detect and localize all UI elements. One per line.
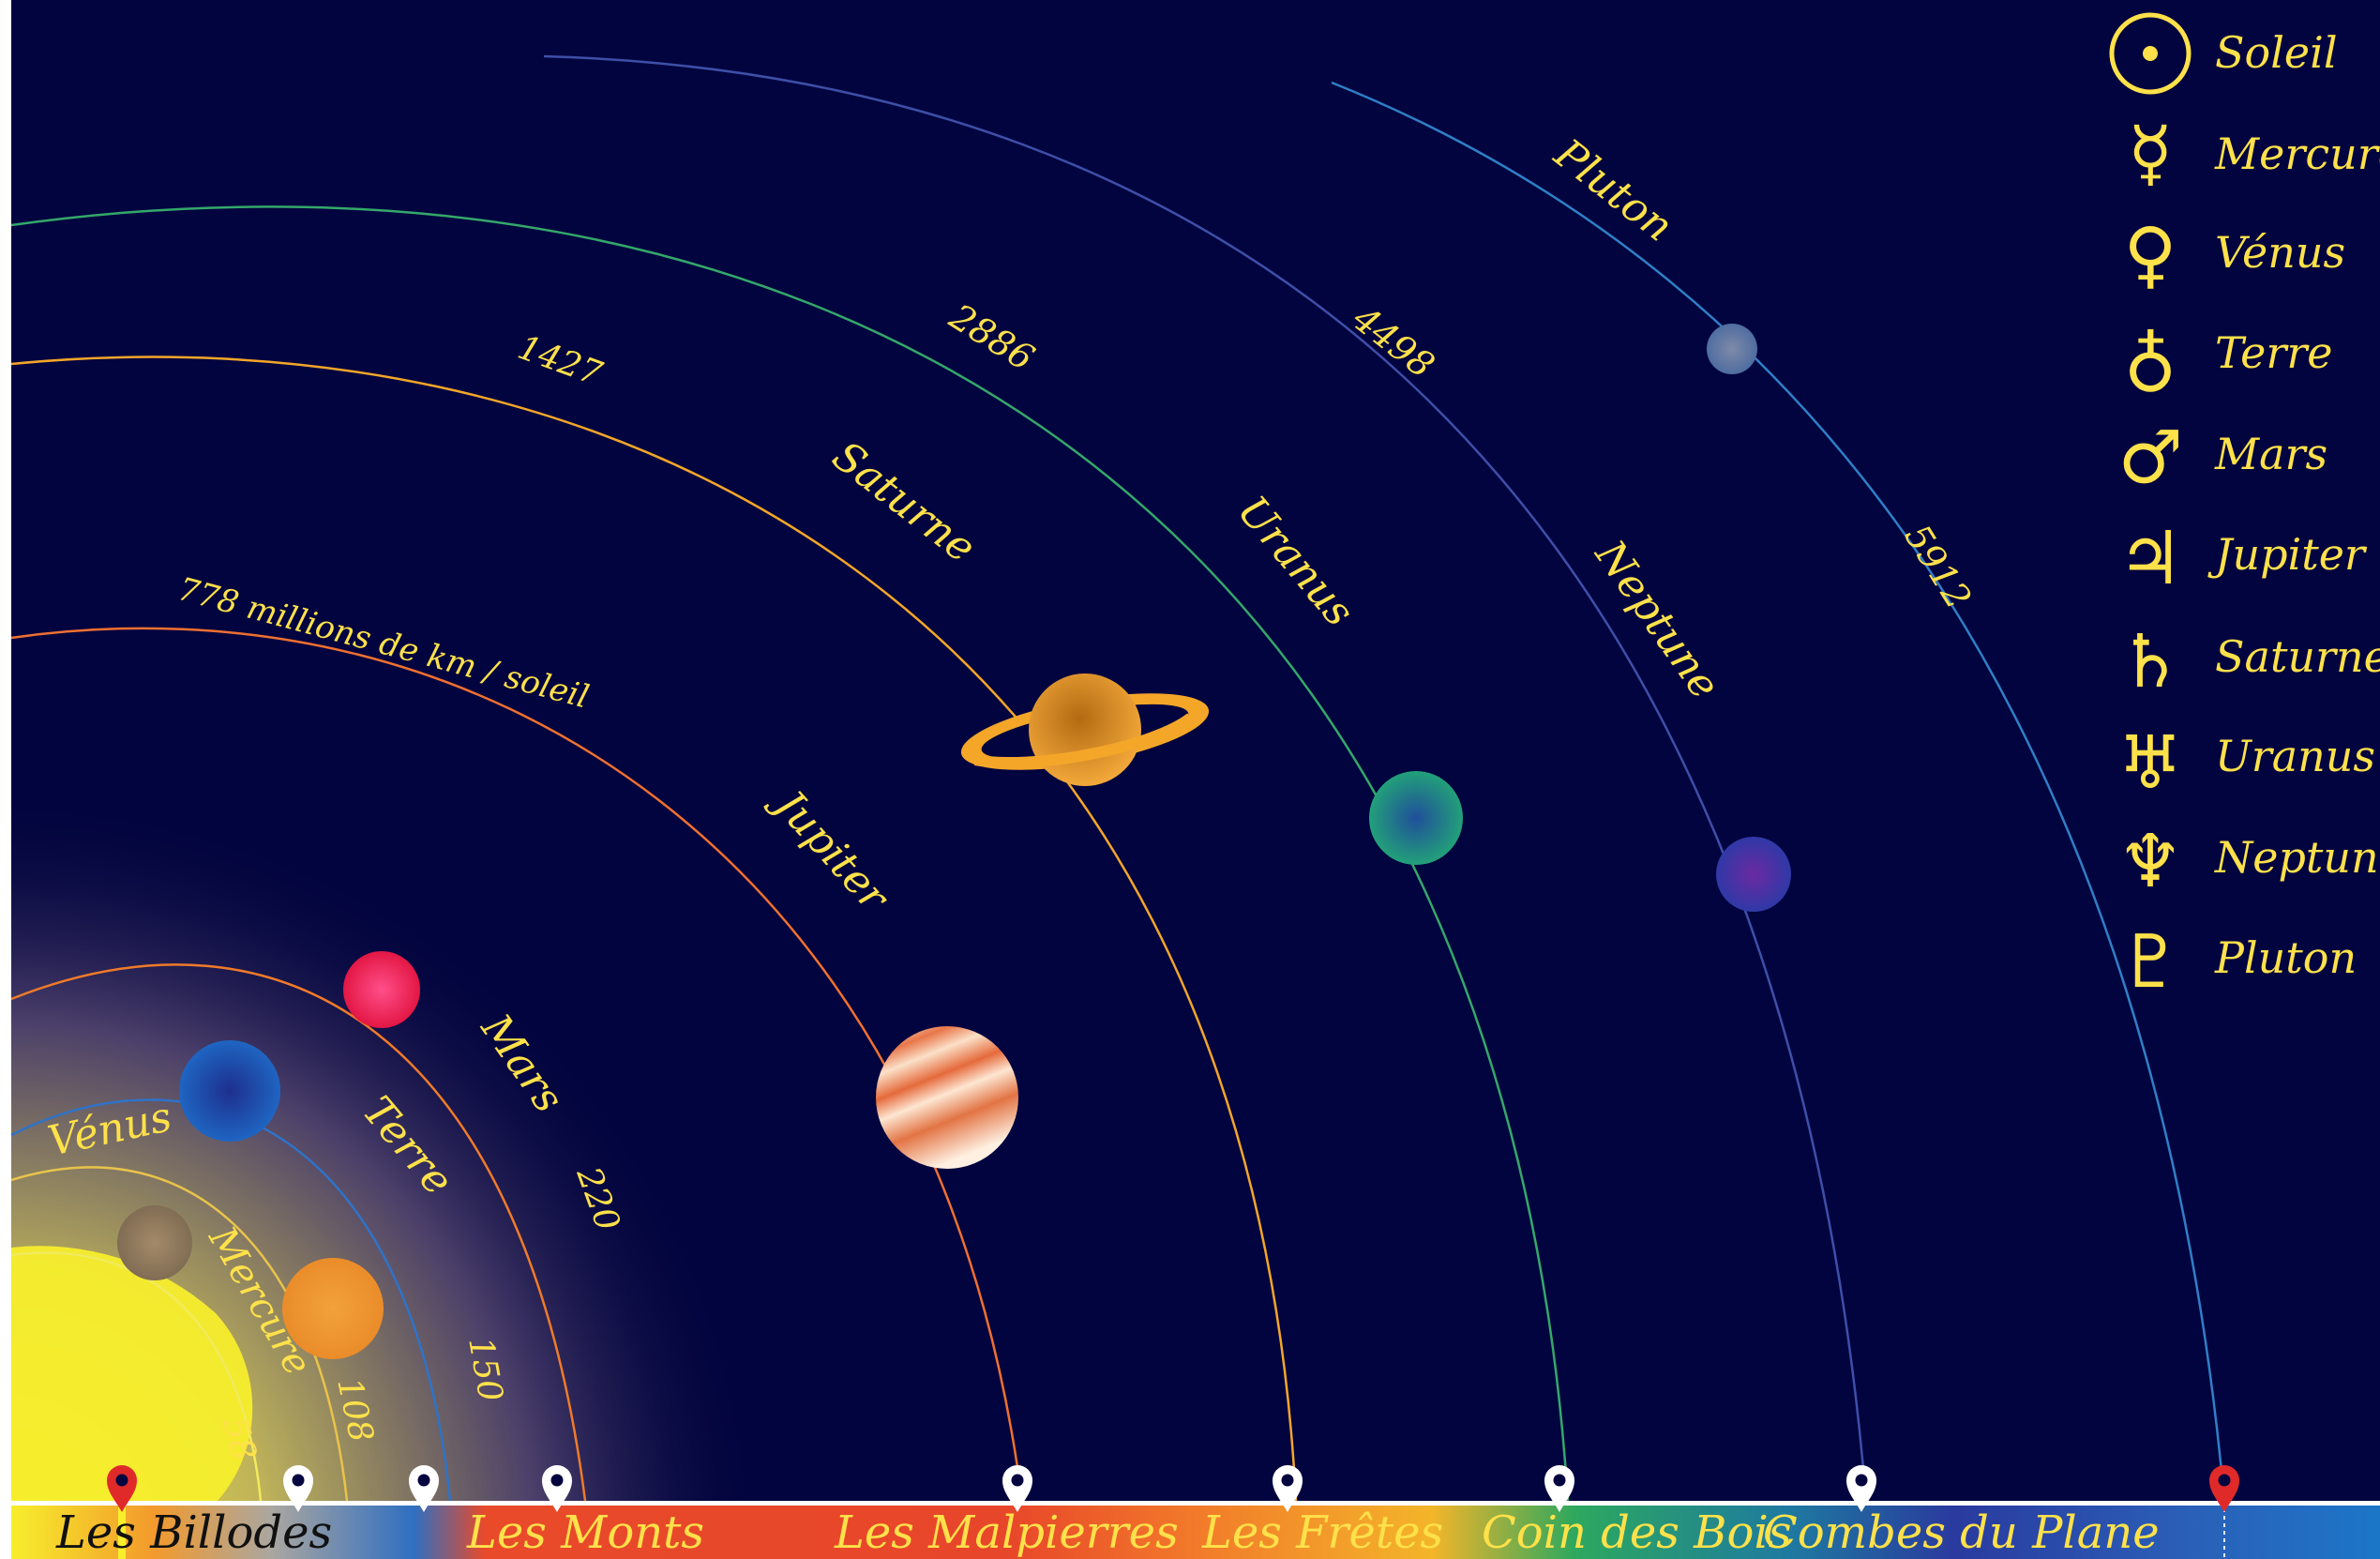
marker-pin[interactable] bbox=[2209, 1465, 2239, 1512]
legend-symbol-mercure: ☿ bbox=[2128, 112, 2173, 196]
planet-mars bbox=[343, 951, 420, 1028]
soleil-symbol-dot bbox=[2143, 46, 2158, 61]
marker-pin[interactable] bbox=[107, 1465, 137, 1512]
orbit-mars bbox=[10, 963, 587, 1502]
legend-name-pluton: Pluton bbox=[2214, 932, 2357, 983]
pin-hole bbox=[1855, 1474, 1868, 1487]
pin-hole bbox=[1553, 1474, 1566, 1487]
place-coin-des-bois: Coin des Bois bbox=[1482, 1506, 1791, 1559]
planet-jupiter bbox=[876, 1026, 1018, 1169]
pin-hole bbox=[1281, 1474, 1294, 1487]
soleil-symbol-icon bbox=[2109, 12, 2192, 95]
planet-venus bbox=[282, 1258, 384, 1359]
orbit-mercure bbox=[10, 1251, 263, 1502]
pin-hole bbox=[2218, 1474, 2231, 1487]
planet-saturne bbox=[960, 674, 1210, 786]
legend-symbol-venus: ♀ bbox=[2123, 213, 2177, 297]
marker-pin[interactable] bbox=[1273, 1465, 1303, 1512]
place-les-monts: Les Monts bbox=[466, 1506, 704, 1559]
pin-hole bbox=[550, 1474, 564, 1487]
legend-symbol-neptune: ♆ bbox=[2117, 820, 2183, 904]
pin-hole bbox=[1011, 1474, 1024, 1487]
location-markers bbox=[107, 1465, 2239, 1512]
place-les-billodes: Les Billodes bbox=[55, 1506, 332, 1559]
orbit-terre bbox=[10, 1098, 452, 1502]
legend-name-jupiter: Jupiter bbox=[2207, 529, 2368, 580]
planet-mercure bbox=[117, 1205, 192, 1280]
planet-pluton bbox=[1707, 324, 1757, 374]
pin-shape bbox=[542, 1465, 572, 1512]
legend-name-terre: Terre bbox=[2215, 327, 2333, 378]
pin-shape bbox=[1544, 1465, 1574, 1512]
legend: ☿ ♀ ♁ ♂ ♃ ♄ ♅ ♆ ♇ Soleil Mercure Vénus T… bbox=[2109, 12, 2380, 1005]
orbit-jupiter bbox=[10, 627, 1024, 1502]
planet-terre bbox=[179, 1040, 280, 1142]
marker-pin[interactable] bbox=[1846, 1465, 1876, 1512]
pin-hole bbox=[292, 1474, 305, 1487]
pin-hole bbox=[115, 1474, 128, 1487]
legend-name-venus: Vénus bbox=[2215, 227, 2345, 278]
legend-symbol-pluton: ♇ bbox=[2117, 920, 2183, 1005]
legend-name-uranus: Uranus bbox=[2215, 731, 2375, 781]
orbit-venus bbox=[10, 1166, 349, 1502]
place-combes-du-plane: Combes du Plane bbox=[1763, 1506, 2160, 1559]
legend-name-soleil: Soleil bbox=[2215, 27, 2338, 78]
marker-pin[interactable] bbox=[1002, 1465, 1032, 1512]
pin-shape bbox=[409, 1465, 439, 1512]
legend-name-mercure: Mercure bbox=[2214, 129, 2380, 179]
legend-symbol-mars: ♂ bbox=[2117, 416, 2183, 501]
pin-shape bbox=[1846, 1465, 1876, 1512]
legend-name-saturne: Saturne bbox=[2215, 631, 2380, 682]
marker-pin[interactable] bbox=[283, 1465, 313, 1512]
orbit-saturne bbox=[10, 356, 1298, 1502]
planet-neptune bbox=[1716, 837, 1791, 912]
sun bbox=[11, 1246, 253, 1501]
marker-pin[interactable] bbox=[409, 1465, 439, 1512]
orbit-pluton bbox=[1331, 81, 2226, 1502]
pin-shape bbox=[1002, 1465, 1032, 1512]
pin-shape bbox=[2209, 1465, 2239, 1512]
legend-symbol-jupiter: ♃ bbox=[2117, 517, 2183, 601]
pin-shape bbox=[283, 1465, 313, 1512]
legend-symbol-terre: ♁ bbox=[2123, 316, 2177, 401]
marker-pin[interactable] bbox=[542, 1465, 572, 1512]
pin-shape bbox=[1273, 1465, 1303, 1512]
pin-hole bbox=[417, 1474, 430, 1487]
orbit-neptune bbox=[543, 54, 1868, 1502]
legend-symbol-saturne: ♄ bbox=[2117, 620, 2183, 704]
planet-uranus bbox=[1369, 771, 1463, 865]
legend-name-neptune: Neptune bbox=[2214, 832, 2380, 883]
marker-pin[interactable] bbox=[1544, 1465, 1574, 1512]
place-les-fretes: Les Frêtes bbox=[1201, 1506, 1443, 1559]
orbit-uranus bbox=[10, 205, 1570, 1502]
legend-name-mars: Mars bbox=[2214, 429, 2327, 479]
pin-shape bbox=[107, 1465, 137, 1512]
place-les-malpierres: Les Malpierres bbox=[834, 1506, 1179, 1559]
locations-bar bbox=[11, 1506, 2380, 1559]
legend-symbol-uranus: ♅ bbox=[2117, 721, 2183, 806]
